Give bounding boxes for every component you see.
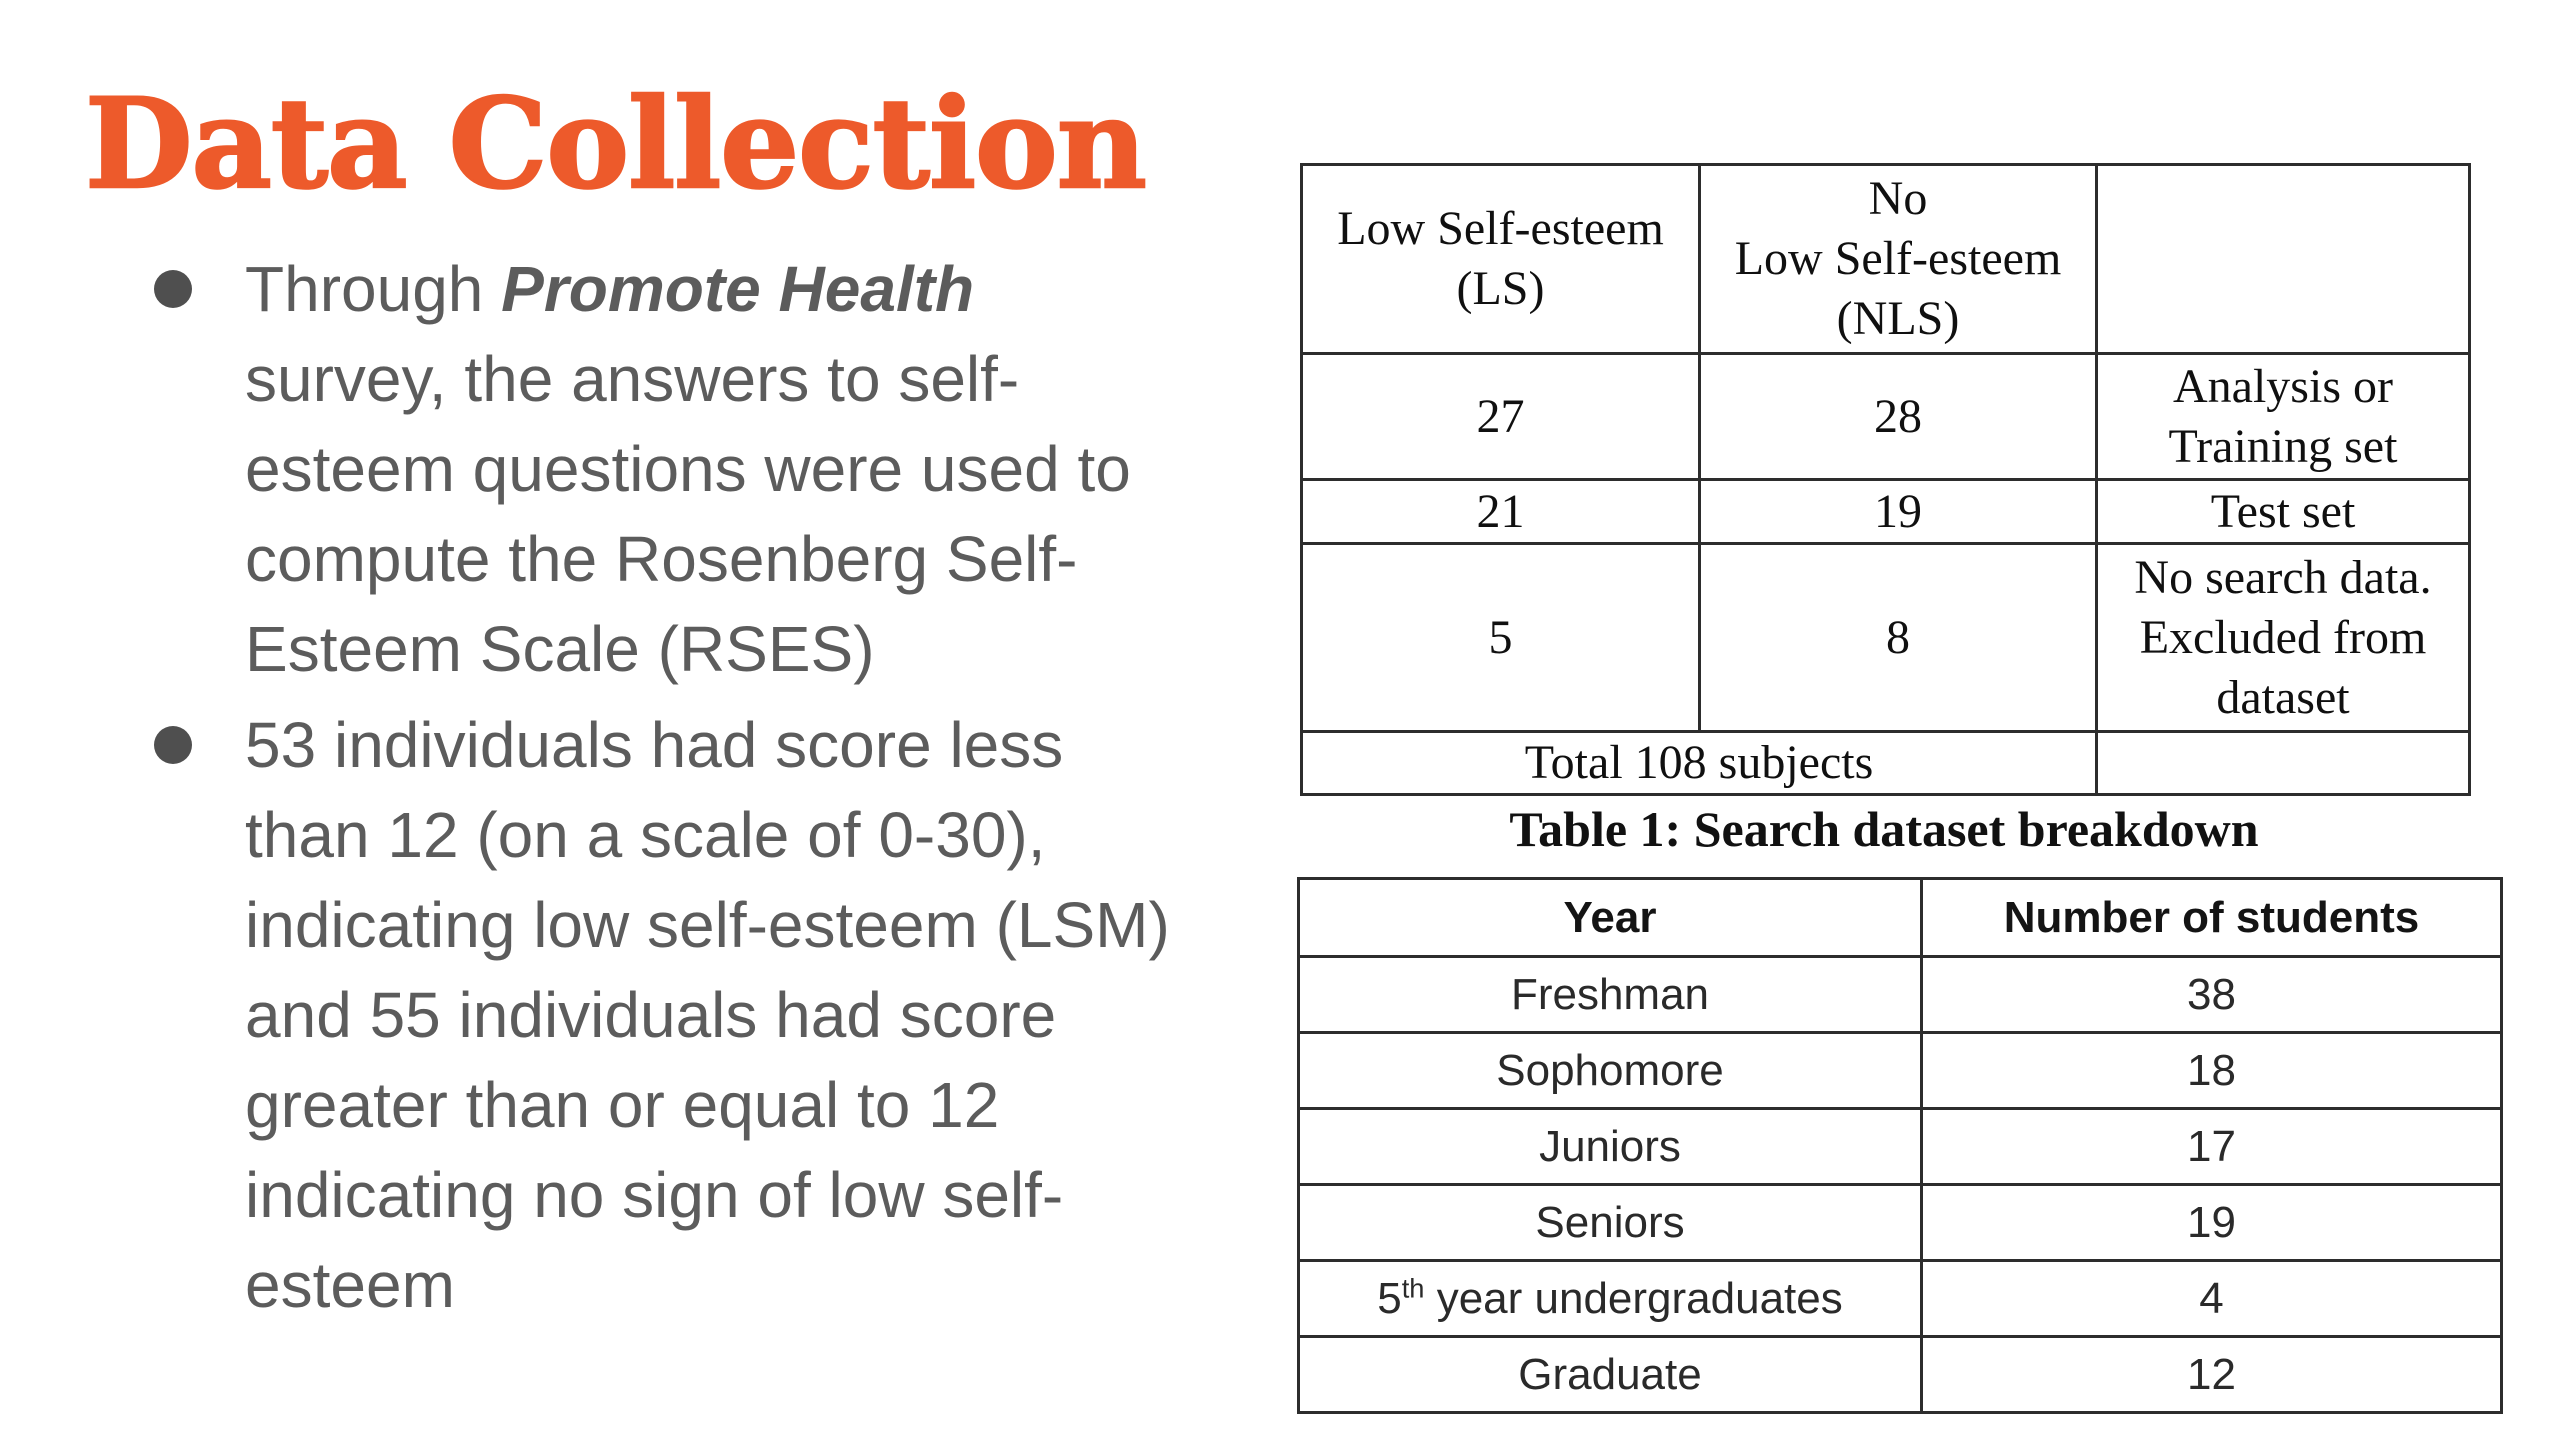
table2-cell-count-6: 12 — [1920, 1335, 2503, 1414]
empty-cell — [2095, 163, 2471, 355]
table2-cell-year-5: 5th year undergraduates — [1297, 1259, 1923, 1338]
table2-cell-year-6: Graduate — [1297, 1335, 1923, 1414]
table2-header-count: Number of students — [1920, 877, 2503, 958]
bullet-dot-icon — [154, 270, 192, 308]
bullet-2-text: 53 individuals had score less than 12 (o… — [245, 709, 1170, 1321]
table-row: Low Self-esteem (LS) No Low Self-esteem … — [1300, 163, 2471, 355]
fifth-year-suffix: year undergraduates — [1424, 1273, 1843, 1323]
table1-cell-label-2: Test set — [2095, 478, 2471, 545]
bullet-text-2: 53 individuals had score less than 12 (o… — [245, 700, 1170, 1330]
bullet-item-2: 53 individuals had score less than 12 (o… — [154, 700, 1264, 1330]
bullet-dot-icon — [154, 726, 192, 764]
table-row: 5th year undergraduates 4 — [1297, 1259, 2503, 1338]
table2-cell-year-2: Sophomore — [1297, 1031, 1923, 1110]
table2-cell-count-5: 4 — [1920, 1259, 2503, 1338]
fifth-year-superscript: th — [1401, 1271, 1425, 1303]
table1-total-cell: Total 108 subjects — [1300, 730, 2098, 796]
table2-cell-year-3: Juniors — [1297, 1107, 1923, 1186]
table1-caption: Table 1: Search dataset breakdown — [1509, 801, 2259, 857]
table1-cell-nls-3: 8 — [1698, 542, 2098, 733]
table2-cell-count-4: 19 — [1920, 1183, 2503, 1262]
empty-cell — [2095, 730, 2471, 796]
table-row: 5 8 No search data. Excluded from datase… — [1300, 542, 2471, 733]
table2-cell-count-3: 17 — [1920, 1107, 2503, 1186]
bullet-1-rest: survey, the answers to self- esteem ques… — [245, 343, 1131, 685]
table-row: Graduate 12 — [1297, 1335, 2503, 1414]
table-row: Seniors 19 — [1297, 1183, 2503, 1262]
bullet-text-1: Through Promote Health survey, the answe… — [245, 244, 1131, 694]
table2-cell-year-4: Seniors — [1297, 1183, 1923, 1262]
search-dataset-table: Low Self-esteem (LS) No Low Self-esteem … — [1300, 163, 2471, 796]
bullet-item-1: Through Promote Health survey, the answe… — [154, 244, 1264, 694]
fifth-year-prefix: 5 — [1377, 1273, 1402, 1323]
table1-cell-label-1: Analysis or Training set — [2095, 352, 2471, 481]
page-title: Data Collection — [84, 71, 1148, 218]
bullet-1-prefix: Through — [245, 253, 502, 325]
table-row: 21 19 Test set — [1300, 478, 2471, 545]
table1-cell-ls-2: 21 — [1300, 478, 1701, 545]
bullet-list: Through Promote Health survey, the answe… — [154, 244, 1264, 1336]
table1-cell-ls-3: 5 — [1300, 542, 1701, 733]
table2-cell-year-1: Freshman — [1297, 955, 1923, 1034]
table-row: Year Number of students — [1297, 877, 2503, 958]
table-row: Sophomore 18 — [1297, 1031, 2503, 1110]
table1-cell-label-3: No search data. Excluded from dataset — [2095, 542, 2471, 733]
table2-cell-count-2: 18 — [1920, 1031, 2503, 1110]
table2-cell-count-1: 38 — [1920, 955, 2503, 1034]
table1-cell-nls-2: 19 — [1698, 478, 2098, 545]
table-row: 27 28 Analysis or Training set — [1300, 352, 2471, 481]
table1-cell-nls-1: 28 — [1698, 352, 2098, 481]
table-row: Total 108 subjects — [1300, 730, 2471, 796]
table-row: Freshman 38 — [1297, 955, 2503, 1034]
table2-header-year: Year — [1297, 877, 1923, 958]
students-by-year-table: Year Number of students Freshman 38 Soph… — [1297, 877, 2503, 1414]
table-row: Juniors 17 — [1297, 1107, 2503, 1186]
table1-cell-ls-1: 27 — [1300, 352, 1701, 481]
table1-header-nls: No Low Self-esteem (NLS) — [1698, 163, 2098, 355]
bullet-1-emphasis: Promote Health — [501, 253, 975, 325]
table1-header-ls: Low Self-esteem (LS) — [1300, 163, 1701, 355]
